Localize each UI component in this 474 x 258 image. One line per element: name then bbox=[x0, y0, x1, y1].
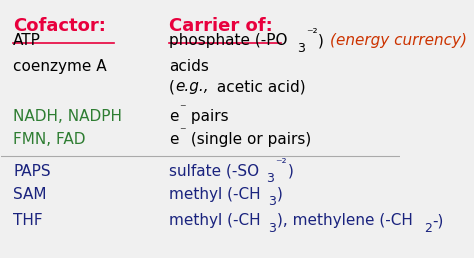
Text: SAM: SAM bbox=[13, 187, 47, 201]
Text: 3: 3 bbox=[268, 195, 276, 208]
Text: ⁻: ⁻ bbox=[179, 102, 186, 115]
Text: ), methylene (-CH: ), methylene (-CH bbox=[277, 213, 412, 228]
Text: 3: 3 bbox=[268, 222, 276, 235]
Text: e.g.,: e.g., bbox=[175, 79, 209, 94]
Text: methyl (-CH: methyl (-CH bbox=[169, 213, 260, 228]
Text: ): ) bbox=[277, 187, 283, 201]
Text: ): ) bbox=[319, 34, 329, 49]
Text: ⁻²: ⁻² bbox=[275, 157, 287, 170]
Text: -): -) bbox=[433, 213, 444, 228]
Text: (: ( bbox=[169, 79, 174, 94]
Text: coenzyme A: coenzyme A bbox=[13, 59, 107, 74]
Text: ⁻: ⁻ bbox=[179, 125, 186, 138]
Text: e: e bbox=[169, 109, 178, 124]
Text: NADH, NADPH: NADH, NADPH bbox=[13, 109, 122, 124]
Text: (single or pairs): (single or pairs) bbox=[186, 132, 311, 147]
Text: phosphate (-PO: phosphate (-PO bbox=[169, 34, 287, 49]
Text: ⁻²: ⁻² bbox=[306, 27, 318, 40]
Text: PAPS: PAPS bbox=[13, 164, 51, 179]
Text: pairs: pairs bbox=[186, 109, 229, 124]
Text: FMN, FAD: FMN, FAD bbox=[13, 132, 86, 147]
Text: ): ) bbox=[288, 164, 293, 179]
Text: Cofactor:: Cofactor: bbox=[13, 17, 106, 35]
Text: 3: 3 bbox=[297, 42, 305, 55]
Text: (energy currency): (energy currency) bbox=[330, 34, 467, 49]
Text: e: e bbox=[169, 132, 178, 147]
Text: 2: 2 bbox=[424, 222, 432, 235]
Text: Carrier of:: Carrier of: bbox=[169, 17, 273, 35]
Text: 3: 3 bbox=[266, 172, 274, 185]
Text: sulfate (-SO: sulfate (-SO bbox=[169, 164, 259, 179]
Text: acetic acid): acetic acid) bbox=[211, 79, 305, 94]
Text: acids: acids bbox=[169, 59, 209, 74]
Text: methyl (-CH: methyl (-CH bbox=[169, 187, 260, 201]
Text: THF: THF bbox=[13, 213, 43, 228]
Text: ATP: ATP bbox=[13, 34, 41, 49]
